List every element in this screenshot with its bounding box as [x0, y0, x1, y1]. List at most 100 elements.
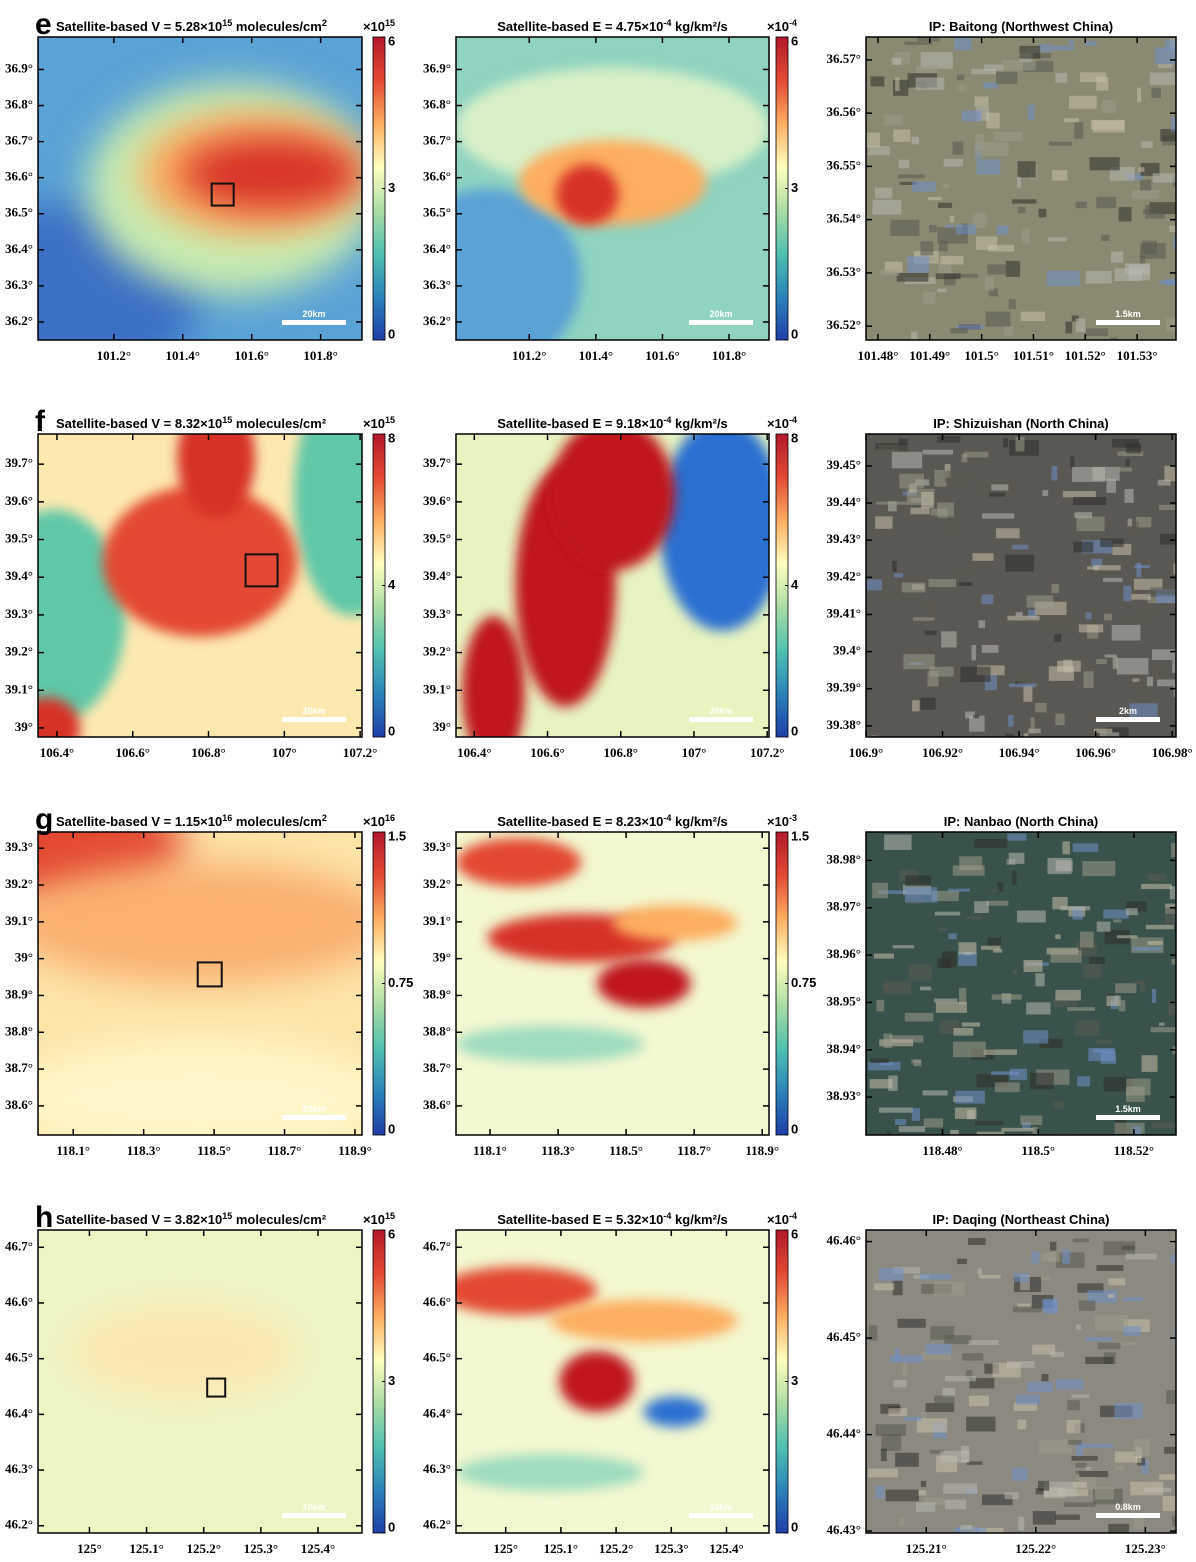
y-tick-label: 38.8°: [5, 1023, 33, 1038]
terrain-patch: [1070, 457, 1074, 468]
terrain-patch: [1018, 1517, 1024, 1531]
satellite-image: [866, 1230, 1196, 1543]
terrain-patch: [941, 631, 957, 647]
y-tick-label: 39°: [15, 950, 33, 965]
x-tick-label: 125°: [493, 1541, 518, 1556]
y-tick-label: 36.9°: [5, 60, 33, 75]
terrain-patch: [995, 1082, 1020, 1092]
terrain-patch: [957, 74, 965, 80]
terrain-patch: [974, 839, 1007, 848]
terrain-patch: [1086, 271, 1112, 284]
terrain-patch: [876, 1486, 885, 1499]
title-text: IP: Baitong (Northwest China): [929, 19, 1113, 34]
terrain-patch: [929, 225, 937, 232]
y-tick-label: 39.4°: [423, 568, 451, 583]
y-tick-label: 39.41°: [827, 605, 861, 620]
terrain-patch: [920, 1274, 951, 1280]
y-tick-label: 36.6°: [5, 169, 33, 184]
y-tick-label: 46.7°: [423, 1238, 451, 1253]
terrain-patch: [1159, 1023, 1165, 1026]
terrain-patch: [899, 1517, 904, 1526]
terrain-patch: [1074, 122, 1083, 139]
terrain-patch: [929, 579, 956, 587]
terrain-patch: [1012, 1467, 1028, 1480]
terrain-patch: [975, 142, 1008, 156]
terrain-patch: [1044, 616, 1074, 631]
x-tick-label: 101.52°: [1065, 348, 1106, 363]
terrain-patch: [1152, 989, 1156, 1003]
terrain-patch: [1146, 925, 1174, 930]
terrain-patch: [975, 1121, 1004, 1125]
y-tick-label: 46.2°: [5, 1517, 33, 1532]
terrain-patch: [1165, 279, 1196, 285]
panel-title: IP: Shizuishan (North China): [933, 416, 1109, 431]
terrain-patch: [1141, 884, 1172, 889]
terrain-patch: [1048, 237, 1067, 241]
terrain-patch: [899, 160, 910, 168]
terrain-patch: [1075, 1463, 1086, 1468]
colorbar-tick-label: 0: [388, 723, 395, 738]
terrain-patch: [960, 1525, 972, 1529]
y-tick-label: 38.6°: [5, 1097, 33, 1112]
terrain-patch: [895, 1119, 906, 1125]
title-superscript: 16: [222, 813, 232, 823]
terrain-patch: [1039, 1440, 1072, 1454]
terrain-patch: [1134, 1439, 1150, 1456]
x-tick-label: 125.3°: [244, 1541, 278, 1556]
terrain-patch: [1072, 1456, 1098, 1461]
x-tick-label: 107.2°: [750, 745, 784, 760]
colorbar-multiplier: ×1016: [363, 813, 395, 829]
terrain-patch: [962, 1353, 983, 1360]
terrain-patch: [1055, 714, 1064, 726]
terrain-patch: [1128, 519, 1133, 527]
terrain-patch: [1103, 578, 1122, 582]
multiplier-base: ×10: [767, 1212, 789, 1227]
y-tick-label: 36.5°: [5, 205, 33, 220]
heatmap: [0, 787, 394, 1160]
y-tick-label: 39°: [433, 719, 451, 734]
terrain-patch: [1047, 271, 1080, 287]
satellite-image: [866, 434, 1196, 750]
terrain-patch: [1150, 587, 1177, 594]
terrain-patch: [934, 1396, 954, 1412]
y-tick-label: 38.9°: [423, 986, 451, 1001]
terrain-patch: [1027, 1382, 1053, 1392]
title-text: molecules/cm: [232, 814, 322, 829]
terrain-patch: [987, 901, 1009, 906]
x-tick-label: 118.5°: [1021, 1143, 1055, 1158]
terrain-patch: [1005, 1492, 1019, 1499]
terrain-patch: [958, 942, 976, 954]
terrain-patch: [1137, 607, 1158, 610]
terrain-patch: [1141, 1055, 1157, 1072]
terrain-patch: [1132, 522, 1139, 537]
terrain-patch: [1164, 1447, 1181, 1454]
terrain-patch: [989, 493, 1005, 497]
terrain-patch: [1079, 1301, 1096, 1311]
terrain-patch: [1018, 675, 1035, 684]
terrain-patch: [977, 159, 1001, 174]
y-tick-label: 39.7°: [5, 455, 33, 470]
y-tick-label: 46.6°: [5, 1294, 33, 1309]
terrain-patch: [903, 654, 934, 669]
terrain-patch: [1085, 1357, 1113, 1364]
terrain-patch: [899, 474, 924, 489]
panel: 38.6°38.7°38.8°38.9°39°39.1°39.2°39.3°11…: [0, 787, 413, 1160]
panel-title: Satellite-based V = 3.82×1015 molecules/…: [56, 1211, 327, 1227]
y-tick-label: 39.2°: [423, 876, 451, 891]
heatmap: [0, 373, 411, 758]
terrain-patch: [992, 994, 1022, 999]
terrain-patch: [1076, 319, 1086, 333]
terrain-patch: [1031, 1251, 1039, 1263]
title-superscript: -4: [663, 813, 671, 823]
terrain-patch: [1163, 1496, 1183, 1511]
terrain-patch: [893, 945, 914, 948]
colorbar-tick-label: 0: [791, 723, 798, 738]
scale-bar-label: 10km: [709, 1502, 732, 1512]
colorbar-tick-label: 0: [791, 326, 798, 341]
terrain-patch: [886, 1490, 919, 1502]
terrain-patch: [1075, 512, 1093, 518]
terrain-patch: [1017, 176, 1021, 188]
scale-bar-label: 20km: [302, 706, 325, 716]
terrain-patch: [1077, 1076, 1090, 1086]
terrain-patch: [1054, 1101, 1064, 1109]
